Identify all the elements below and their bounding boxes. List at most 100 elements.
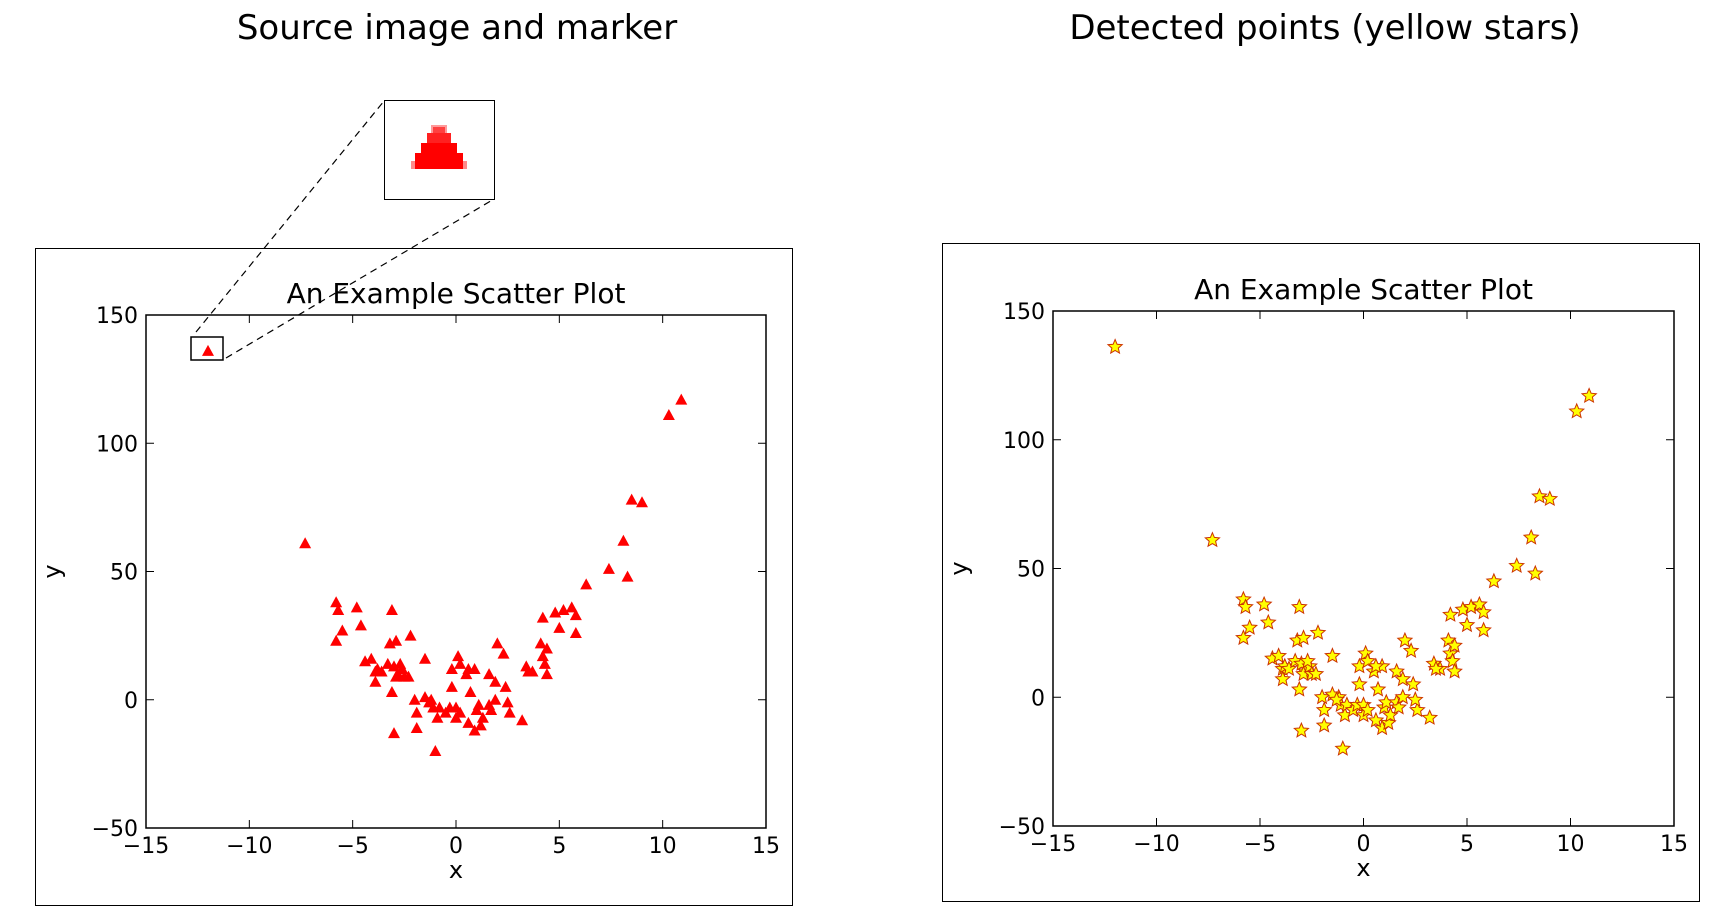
- data-point-triangle: [394, 657, 407, 669]
- data-point-star: [1350, 675, 1368, 692]
- x-tick-label: 10: [649, 834, 677, 859]
- data-point-star: [1290, 598, 1308, 615]
- data-point-star: [1367, 711, 1385, 728]
- x-tick-label: −10: [1133, 832, 1179, 857]
- data-point-triangle: [569, 609, 582, 621]
- data-point-star: [1259, 613, 1277, 630]
- data-point-star: [1295, 629, 1312, 646]
- data-point-triangle: [452, 650, 465, 662]
- left-panel-heading: Source image and marker: [236, 8, 678, 48]
- y-tick-label: 150: [96, 304, 138, 329]
- data-point-triangle: [636, 496, 648, 508]
- data-point-triangle: [485, 704, 498, 716]
- data-point-triangle: [483, 668, 496, 680]
- data-point-triangle: [468, 724, 481, 736]
- data-point-star: [1485, 572, 1503, 589]
- x-axis-label: x: [449, 856, 463, 884]
- source-scatter-chart: An Example Scatter Plot−15 −10 −5 0 5 10 15−50…: [38, 277, 780, 884]
- zoomed-triangle-marker-icon: [411, 125, 467, 169]
- data-point-star: [1568, 402, 1586, 419]
- data-point-star: [1324, 647, 1341, 664]
- data-point-triangle: [445, 662, 458, 674]
- data-point-star: [1475, 603, 1492, 620]
- data-point-triangle: [402, 670, 415, 682]
- x-tick-label: 5: [552, 834, 566, 859]
- data-point-triangle: [330, 596, 343, 608]
- data-point-triangle: [410, 706, 423, 718]
- data-point-triangle: [625, 493, 638, 505]
- data-point-star: [1274, 670, 1292, 687]
- data-point-star: [1237, 598, 1254, 615]
- data-point-triangle: [522, 665, 535, 677]
- data-point-triangle: [390, 670, 403, 682]
- data-point-star: [1307, 665, 1325, 682]
- data-point-star: [1446, 637, 1463, 653]
- data-point-triangle: [350, 601, 363, 613]
- data-point-triangle: [499, 680, 512, 692]
- data-point-triangle: [501, 696, 514, 708]
- x-tick-label: −5: [336, 834, 368, 859]
- y-tick-label: 0: [1031, 686, 1045, 711]
- chart-title: An Example Scatter Plot: [287, 277, 626, 310]
- data-point-triangle: [489, 693, 502, 705]
- data-point-star: [1396, 631, 1414, 648]
- data-point-star: [1315, 701, 1333, 718]
- data-point-triangle: [621, 570, 634, 582]
- data-point-star: [1421, 709, 1439, 725]
- x-tick-label: 5: [1460, 832, 1474, 857]
- data-point-triangle: [580, 578, 593, 590]
- right-panel-heading: Detected points (yellow stars): [1069, 8, 1581, 48]
- data-point-star: [1309, 624, 1327, 640]
- data-point-triangle: [385, 686, 398, 698]
- x-tick-label: −5: [1244, 832, 1276, 857]
- detected-figure: An Example Scatter Plot −15 −10 −5 0 5 10 15 −50…: [942, 243, 1700, 902]
- data-point-star: [1369, 680, 1387, 697]
- data-point-triangle: [423, 696, 436, 708]
- data-point-triangle: [497, 647, 510, 659]
- data-point-star: [1446, 662, 1463, 679]
- data-point-triangle: [516, 714, 529, 726]
- data-point-star: [1408, 701, 1426, 718]
- data-point-triangle: [445, 680, 458, 692]
- data-point-triangle: [365, 652, 378, 664]
- data-point-triangle: [390, 634, 403, 646]
- data-point-triangle: [565, 601, 578, 613]
- data-point-star: [1359, 701, 1377, 718]
- data-point-triangle: [462, 716, 475, 728]
- data-point-star: [1427, 660, 1445, 677]
- x-tick-label: 15: [752, 834, 780, 859]
- data-point-star: [1328, 691, 1345, 707]
- data-point-star: [1475, 621, 1492, 638]
- x-tick-label: −15: [123, 834, 169, 859]
- data-point-star: [1388, 662, 1406, 679]
- data-point-triangle: [476, 711, 489, 723]
- data-point-star: [1255, 595, 1273, 612]
- y-axis-label: y: [945, 561, 973, 575]
- x-tick-label: 15: [1660, 832, 1688, 857]
- data-point-star: [1235, 629, 1252, 646]
- data-point-triangle: [330, 634, 343, 646]
- data-point-star: [1315, 716, 1333, 733]
- data-point-star: [1522, 528, 1540, 545]
- data-point-star: [1404, 675, 1422, 692]
- data-point-star: [1394, 688, 1412, 705]
- data-point-star: [1390, 698, 1408, 715]
- x-tick-label: 10: [1557, 832, 1585, 857]
- data-point-triangle: [602, 562, 615, 574]
- data-point-triangle: [431, 711, 444, 723]
- data-point-star: [1334, 740, 1352, 756]
- data-point-triangle: [299, 537, 312, 549]
- data-point-triangle: [553, 621, 566, 633]
- data-point-star: [1293, 721, 1310, 738]
- y-tick-label: 50: [110, 561, 138, 586]
- data-point-star: [1458, 616, 1476, 633]
- data-point-triangle: [489, 675, 502, 687]
- data-point-star: [1444, 652, 1461, 669]
- data-point-triangle: [429, 745, 442, 757]
- data-point-triangle: [503, 706, 516, 718]
- data-point-triangle: [404, 629, 417, 641]
- y-tick-label: −50: [92, 817, 138, 842]
- x-tick-label: 0: [449, 834, 463, 859]
- data-point-triangle: [375, 665, 388, 677]
- data-point-triangle: [433, 701, 446, 713]
